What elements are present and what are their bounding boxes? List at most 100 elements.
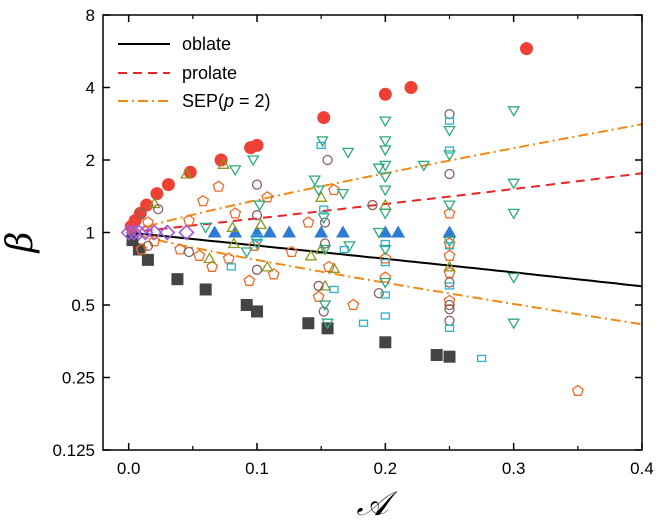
point-triangle-down-open xyxy=(378,277,392,289)
y-tick-label: 0.125 xyxy=(52,441,95,460)
point-triangle-down-open xyxy=(312,185,325,197)
point-triangle-down-open xyxy=(378,208,392,220)
point-triangle-down-open xyxy=(443,200,456,212)
point-triangle-open xyxy=(327,262,341,273)
legend-label-prolate: prolate xyxy=(182,63,237,83)
point-circle-filled xyxy=(520,42,533,56)
point-triangle-open xyxy=(304,249,318,261)
point-square-open xyxy=(444,282,455,290)
point-pentagon-open xyxy=(135,243,148,255)
point-circle-open xyxy=(319,217,331,228)
point-circle-filled xyxy=(317,111,331,125)
point-square-filled xyxy=(240,299,253,311)
point-circle-open xyxy=(319,238,331,249)
point-pentagon-open xyxy=(267,268,280,280)
point-triangle-down-open xyxy=(372,227,386,239)
point-pentagon-open xyxy=(243,274,256,286)
point-triangle-down-open xyxy=(507,178,521,190)
point-pentagon-open xyxy=(222,252,235,264)
point-triangle-filled xyxy=(282,225,296,238)
point-triangle-open xyxy=(254,218,268,230)
curve-oblate xyxy=(128,231,642,288)
point-diamond-open xyxy=(159,224,176,241)
point-square-filled xyxy=(430,349,443,362)
point-pentagon-open xyxy=(212,180,225,192)
point-triangle-open xyxy=(226,221,239,233)
point-circle-open xyxy=(153,204,164,215)
point-triangle-down-open xyxy=(417,160,431,172)
point-square-open xyxy=(380,291,390,299)
y-tick-label: 8 xyxy=(86,6,95,25)
point-triangle-down-open xyxy=(507,208,521,220)
point-circle-filled xyxy=(161,178,175,192)
x-tick-label: 0.2 xyxy=(374,459,398,478)
point-triangle-down-open xyxy=(378,244,392,256)
legend-label-sep: SEP(p = 2) xyxy=(182,91,271,111)
point-square-open xyxy=(444,146,455,154)
point-triangle-open xyxy=(318,279,332,291)
point-square-filled xyxy=(379,336,392,349)
point-square-open xyxy=(358,319,369,327)
point-triangle-open xyxy=(314,191,328,202)
point-pentagon-open xyxy=(197,194,210,207)
point-pentagon-open xyxy=(193,249,206,261)
point-triangle-filled xyxy=(336,225,350,238)
point-pentagon-open xyxy=(302,216,315,228)
point-pentagon-open xyxy=(347,298,360,311)
point-square-open xyxy=(380,239,390,248)
point-triangle-down-open xyxy=(199,222,213,234)
point-square-open xyxy=(444,117,455,125)
point-circle-open xyxy=(367,199,378,211)
point-square-open xyxy=(444,242,455,250)
point-triangle-down-open xyxy=(507,272,521,284)
point-circle-open xyxy=(136,208,147,219)
point-triangle-open xyxy=(314,243,328,255)
point-circle-open xyxy=(313,280,324,292)
point-square-open xyxy=(380,312,390,320)
point-circle-open xyxy=(444,304,455,315)
point-circle-open xyxy=(444,168,455,180)
point-triangle-filled xyxy=(314,225,329,238)
point-circle-open xyxy=(373,287,385,299)
point-triangle-down-open xyxy=(253,200,266,212)
x-tick-label: 0.4 xyxy=(630,459,654,478)
y-tick-label: 4 xyxy=(86,79,95,98)
point-square-filled xyxy=(251,305,263,318)
point-triangle-down-open xyxy=(321,318,334,330)
point-pentagon-open xyxy=(379,271,392,283)
point-square-open xyxy=(226,263,236,271)
point-square-open xyxy=(339,245,349,254)
point-triangle-down-open xyxy=(378,116,392,128)
point-triangle-open xyxy=(217,158,230,169)
point-triangle-filled xyxy=(262,225,277,238)
point-triangle-open xyxy=(260,260,274,272)
point-pentagon-open xyxy=(443,237,456,249)
y-tick-label: 2 xyxy=(86,151,95,170)
point-circle-filled xyxy=(250,138,264,152)
point-pentagon-open xyxy=(206,260,219,272)
point-triangle-down-open xyxy=(316,136,329,148)
point-diamond-open xyxy=(130,224,148,241)
point-triangle-down-open xyxy=(443,150,456,162)
point-circle-open xyxy=(142,240,154,252)
point-triangle-filled xyxy=(207,225,222,238)
point-pentagon-open xyxy=(285,245,298,258)
curve-prolate xyxy=(128,172,642,234)
legend-label-oblate: oblate xyxy=(182,34,231,54)
point-pentagon-open xyxy=(141,216,154,228)
point-pentagon-open xyxy=(328,183,340,196)
point-pentagon-open xyxy=(443,249,456,261)
curve-sep-p-2- xyxy=(126,123,642,326)
legend-sep-suffix: = 2) xyxy=(234,91,271,111)
point-circle-filled xyxy=(214,153,228,167)
point-triangle-down-open xyxy=(443,236,456,248)
point-square-filled xyxy=(141,253,154,266)
point-circle-open xyxy=(251,264,263,275)
point-triangle-open xyxy=(227,237,241,249)
point-triangle-filled xyxy=(391,225,406,238)
point-circle-open xyxy=(251,210,263,221)
point-triangle-down-open xyxy=(443,125,456,137)
point-circle-open xyxy=(183,246,195,258)
point-triangle-down-open xyxy=(228,165,242,177)
